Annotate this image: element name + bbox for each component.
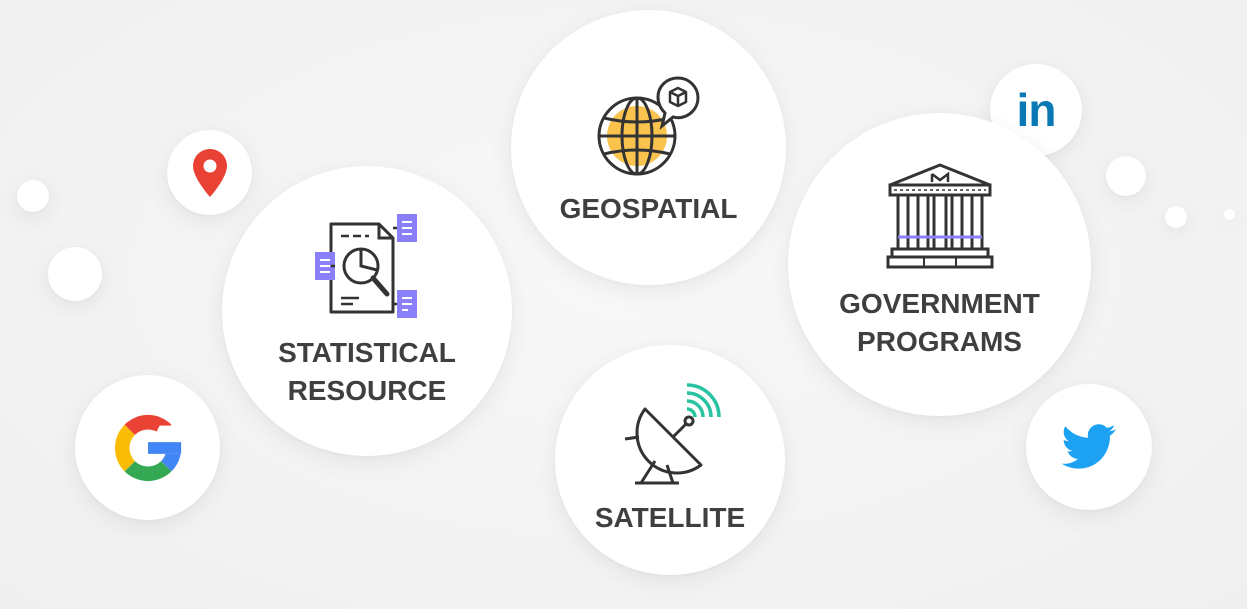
google-bubble bbox=[75, 375, 220, 520]
satellite-bubble: SATELLITE bbox=[555, 345, 785, 575]
geospatial-bubble: GEOSPATIAL bbox=[511, 10, 786, 285]
report-icon bbox=[315, 214, 417, 318]
linkedin-icon: in bbox=[1016, 84, 1057, 136]
decorative-dot bbox=[48, 247, 102, 301]
satellite-dish-icon bbox=[624, 383, 721, 485]
government-programs-bubble: GOVERNMENT PROGRAMS bbox=[788, 113, 1091, 416]
twitter-bubble bbox=[1026, 384, 1152, 510]
location-pin-icon bbox=[192, 148, 227, 197]
twitter-icon bbox=[1061, 424, 1116, 469]
decorative-dot bbox=[1224, 209, 1235, 220]
decorative-dot bbox=[1165, 206, 1187, 228]
globe-icon bbox=[597, 75, 700, 175]
geospatial-label: GEOSPATIAL bbox=[559, 192, 738, 224]
decorative-dot bbox=[17, 180, 49, 212]
government-building-icon bbox=[886, 163, 993, 268]
statistical-resource-label: STATISTICAL RESOURCE bbox=[278, 337, 456, 406]
google-icon bbox=[114, 414, 187, 481]
decorative-dot bbox=[1106, 156, 1146, 196]
government-programs-label: GOVERNMENT PROGRAMS bbox=[839, 287, 1040, 357]
statistical-resource-bubble: STATISTICAL RESOURCE bbox=[222, 166, 512, 456]
satellite-label: SATELLITE bbox=[594, 502, 746, 533]
location-pin-bubble bbox=[167, 130, 252, 215]
